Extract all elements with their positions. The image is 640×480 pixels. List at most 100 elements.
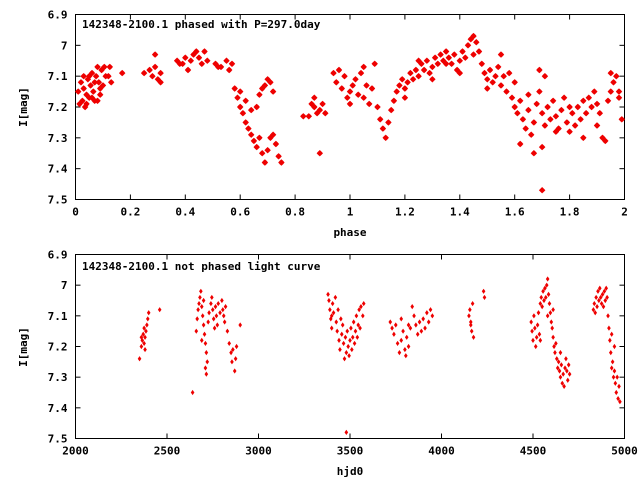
data-point (232, 368, 237, 374)
data-point (404, 353, 408, 359)
data-point (90, 88, 97, 95)
data-point (261, 159, 269, 166)
data-point (420, 66, 428, 74)
data-point (87, 82, 94, 89)
data-point (206, 319, 210, 325)
data-point (184, 66, 192, 74)
data-point (468, 319, 473, 325)
data-point (470, 300, 475, 307)
data-point (552, 128, 560, 135)
data-point (275, 153, 282, 160)
data-point (363, 82, 370, 89)
data-point (563, 365, 567, 371)
data-point (614, 389, 619, 396)
data-point (355, 91, 362, 98)
data-point (379, 125, 387, 132)
data-point (539, 294, 544, 301)
data-point (408, 325, 413, 331)
x-tick-label: 1.2 (395, 206, 415, 219)
x-axis-label: phase (333, 226, 366, 239)
data-point (205, 359, 210, 365)
data-point (390, 325, 394, 331)
data-point (91, 79, 98, 86)
data-point (214, 313, 219, 319)
data-point (544, 282, 549, 288)
data-point (346, 88, 354, 95)
data-point (607, 325, 611, 331)
data-point (582, 110, 590, 117)
data-point (602, 137, 609, 145)
data-point (199, 337, 204, 343)
data-point (149, 73, 156, 80)
data-point (607, 88, 614, 95)
data-point (448, 60, 455, 67)
data-point (119, 69, 126, 77)
data-point (250, 137, 258, 145)
data-point (597, 297, 601, 304)
x-tick-label: 1 (347, 206, 354, 219)
data-point (563, 119, 571, 126)
data-point (612, 368, 617, 374)
data-point (610, 79, 617, 86)
data-point (338, 346, 342, 353)
data-point (349, 82, 356, 89)
data-point (231, 85, 238, 92)
data-point (530, 150, 538, 157)
data-point (342, 356, 347, 362)
data-point (182, 54, 189, 61)
data-point (562, 383, 566, 389)
data-point (508, 94, 516, 101)
data-point (536, 66, 543, 74)
y-tick-label: 7.4 (48, 163, 68, 176)
data-point (434, 60, 441, 67)
data-point (425, 310, 429, 316)
data-point (329, 325, 334, 331)
data-point (530, 328, 534, 334)
data-point (202, 331, 207, 337)
data-point (190, 389, 195, 396)
data-point (242, 97, 249, 104)
data-point (223, 57, 230, 64)
data-point (615, 88, 623, 95)
data-point (571, 122, 579, 129)
data-point (368, 85, 376, 92)
data-point (337, 337, 341, 343)
data-point (311, 103, 318, 111)
data-point (95, 79, 102, 86)
data-point (264, 147, 271, 154)
data-point (574, 103, 581, 111)
data-point (428, 307, 433, 313)
data-point (412, 313, 416, 319)
data-point (415, 73, 422, 80)
data-point (146, 66, 153, 74)
data-point (497, 82, 505, 89)
data-point (198, 294, 202, 301)
data-point (350, 346, 354, 353)
data-point (580, 134, 587, 141)
data-point (151, 51, 159, 58)
data-point (597, 285, 602, 291)
data-point (533, 343, 538, 350)
data-point (538, 300, 543, 307)
data-point (603, 297, 608, 304)
y-tick-label: 7.3 (48, 132, 68, 145)
x-tick-label: 1.6 (505, 206, 525, 219)
data-point (550, 325, 555, 331)
data-point (143, 346, 147, 353)
data-point (426, 319, 431, 325)
data-point (396, 82, 403, 89)
data-point (533, 100, 540, 108)
data-point (511, 79, 518, 86)
data-point (410, 304, 415, 310)
data-point (259, 150, 266, 157)
data-point (354, 313, 359, 319)
data-point (201, 48, 208, 55)
data-point (532, 313, 536, 319)
data-point (327, 297, 331, 304)
data-point (371, 60, 378, 67)
data-point (97, 85, 104, 92)
x-axis-label: hjd0 (337, 465, 364, 478)
data-point (388, 106, 395, 114)
data-point (193, 48, 200, 55)
data-point (500, 73, 507, 80)
